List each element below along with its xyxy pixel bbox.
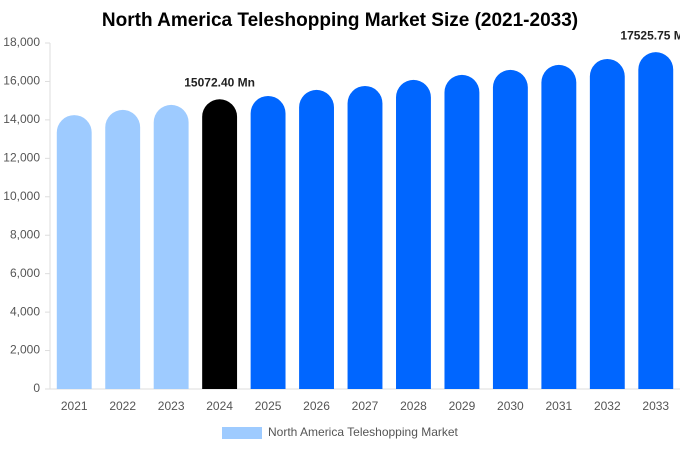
y-tick-label: 8,000 — [10, 227, 40, 241]
bar — [444, 74, 480, 390]
legend-label: North America Teleshopping Market — [268, 425, 459, 439]
bar — [105, 109, 141, 390]
bar — [492, 69, 528, 390]
x-tick-label: 2027 — [352, 399, 379, 413]
bar — [589, 58, 625, 389]
x-tick-label: 2023 — [158, 399, 185, 413]
x-tick-label: 2032 — [594, 399, 621, 413]
x-tick-label: 2024 — [206, 399, 233, 413]
x-tick-label: 2031 — [545, 399, 572, 413]
y-tick-label: 18,000 — [3, 35, 40, 49]
x-tick-label: 2026 — [303, 399, 330, 413]
x-tick-label: 2025 — [255, 399, 282, 413]
x-tick-label: 2022 — [109, 399, 136, 413]
y-tick-label: 4,000 — [10, 304, 40, 318]
y-tick-label: 2,000 — [10, 343, 40, 357]
bar — [638, 52, 674, 390]
bar — [153, 104, 189, 389]
bar — [250, 95, 286, 390]
x-tick-label: 2033 — [642, 399, 669, 413]
y-tick-label: 0 — [33, 381, 40, 395]
y-tick-label: 16,000 — [3, 74, 40, 88]
bar — [541, 64, 577, 389]
data-label: 17525.75 Mn — [620, 28, 680, 42]
bar — [202, 99, 238, 390]
y-tick-label: 12,000 — [3, 151, 40, 165]
bar — [299, 89, 334, 389]
chart-title: North America Teleshopping Market Size (… — [102, 10, 578, 31]
bar — [396, 79, 431, 390]
x-tick-label: 2029 — [449, 399, 476, 413]
x-tick-label: 2028 — [400, 399, 427, 413]
y-tick-label: 14,000 — [3, 112, 40, 126]
x-tick-label: 2030 — [497, 399, 524, 413]
legend-swatch — [222, 427, 262, 439]
y-tick-label: 10,000 — [3, 189, 40, 203]
bar — [347, 85, 383, 390]
bar — [56, 115, 92, 390]
x-tick-label: 2021 — [61, 399, 88, 413]
y-tick-label: 6,000 — [10, 266, 40, 280]
data-label: 15072.40 Mn — [184, 75, 255, 89]
